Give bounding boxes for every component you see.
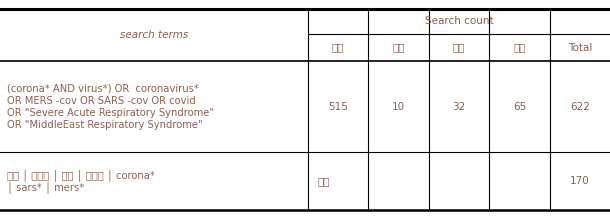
Text: OR "Severe Acute Respiratory Syndrome": OR "Severe Acute Respiratory Syndrome" (7, 108, 215, 118)
Text: 미국: 미국 (332, 43, 345, 53)
Text: 515: 515 (328, 102, 348, 112)
Text: 622: 622 (570, 102, 590, 112)
Text: 10: 10 (392, 102, 405, 112)
Text: OR "MiddleEast Respiratory Syndrome": OR "MiddleEast Respiratory Syndrome" (7, 120, 203, 130)
Text: 우한 │ 코로나 │ 사스 │ 메르스 │ corona*: 우한 │ 코로나 │ 사스 │ 메르스 │ corona* (7, 169, 155, 181)
Text: (corona* AND virus*) OR  coronavirus*: (corona* AND virus*) OR coronavirus* (7, 84, 199, 94)
Text: search terms: search terms (120, 30, 188, 40)
Text: │ sars* │ mers*: │ sars* │ mers* (7, 181, 85, 193)
Text: 170: 170 (570, 176, 590, 186)
Text: Total: Total (568, 43, 592, 53)
Text: 일본: 일본 (453, 43, 465, 53)
Text: OR MERS -cov OR SARS -cov OR covid: OR MERS -cov OR SARS -cov OR covid (7, 96, 196, 106)
Text: Search count: Search count (425, 16, 493, 26)
Text: 한국: 한국 (317, 176, 329, 186)
Text: 유럽: 유럽 (392, 43, 405, 53)
Text: 32: 32 (453, 102, 465, 112)
Text: 중국: 중국 (513, 43, 526, 53)
Text: 65: 65 (513, 102, 526, 112)
